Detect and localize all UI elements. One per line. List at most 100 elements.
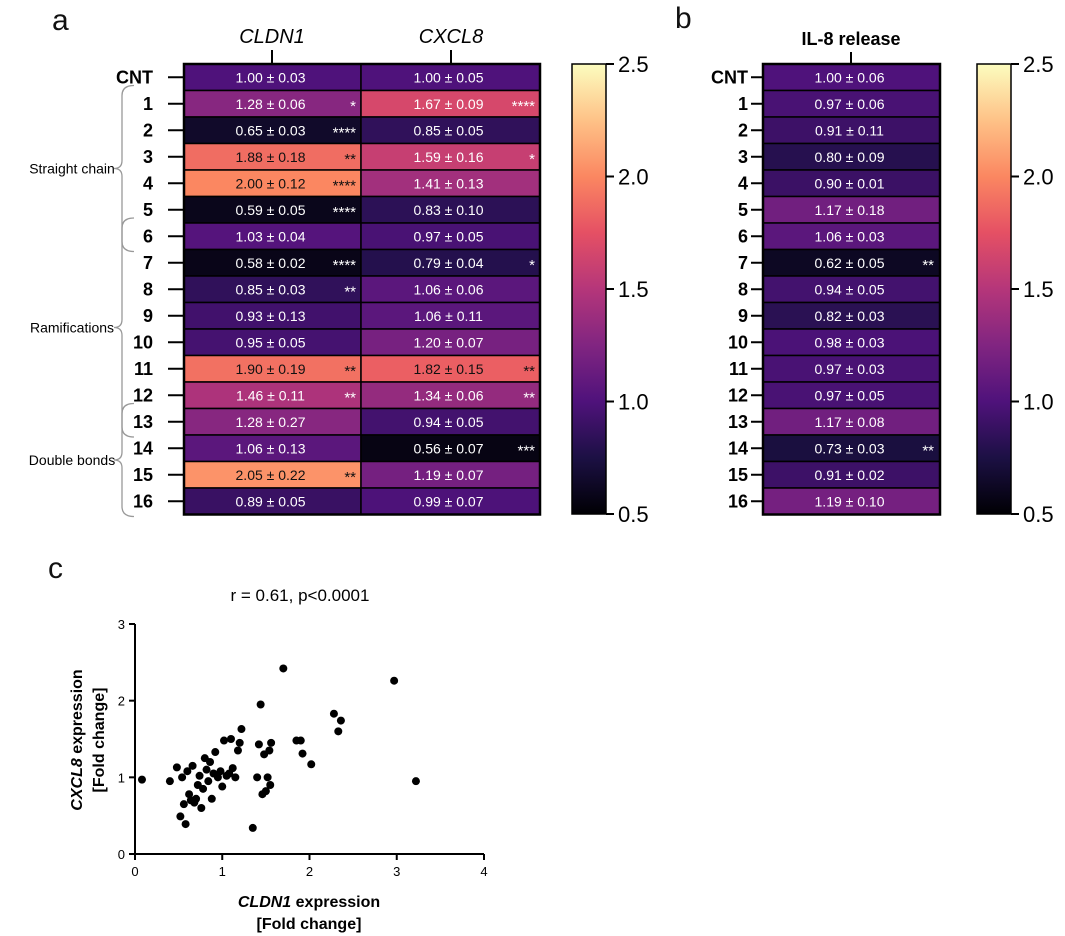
row-label-b: 12 <box>728 385 748 405</box>
cell-value: 1.67 ± 0.09 <box>414 96 484 112</box>
scatter-point <box>218 782 227 791</box>
scatter-point <box>228 764 237 773</box>
x-axis-title: CLDN1 expression <box>238 894 380 911</box>
cell-value: 0.59 ± 0.05 <box>236 202 306 218</box>
scatter-point <box>179 800 188 809</box>
row-label-a: 13 <box>133 412 153 432</box>
group-bracket <box>113 402 135 518</box>
scatter-point <box>199 784 208 793</box>
colorbar-tick-label: 2.0 <box>618 165 649 190</box>
scatter-point <box>211 748 220 757</box>
row-label-a: 7 <box>143 253 153 273</box>
cell-value: 2.00 ± 0.12 <box>236 175 306 191</box>
significance-marker: ** <box>344 469 356 486</box>
significance-marker: **** <box>333 204 357 221</box>
colorbar-b: 2.5 2.0 1.5 1.0 0.5 <box>976 52 1054 527</box>
significance-marker: ** <box>523 389 535 406</box>
scatter-point <box>204 777 213 786</box>
scatter-point <box>254 740 263 749</box>
row-label-a: 6 <box>143 226 153 246</box>
scatter-point <box>256 700 265 709</box>
cell-value: 0.56 ± 0.07 <box>414 440 484 456</box>
heatmap-cell <box>762 275 941 304</box>
colorbar-tick-label: 2.5 <box>618 52 649 77</box>
row-label-a: CNT <box>116 67 153 87</box>
heatmap-b: IL-8 release CNT 1.00 ± 0.06 1 0.97 ± 0.06 2… <box>711 29 942 516</box>
scatter-point <box>298 749 307 758</box>
heatmap-cell <box>762 248 941 277</box>
cell-value: 0.89 ± 0.05 <box>236 493 306 509</box>
row-label-a: 5 <box>143 200 153 220</box>
significance-marker: ** <box>344 151 356 168</box>
significance-marker: * <box>350 98 356 115</box>
scatter-point <box>172 763 181 772</box>
colorbar-tick-label: 0.5 <box>1023 502 1054 527</box>
cell-value: 0.97 ± 0.06 <box>815 96 885 112</box>
cell-value: 1.20 ± 0.07 <box>414 334 484 350</box>
cell-value: 1.06 ± 0.13 <box>236 440 306 456</box>
y-tick-label: 3 <box>118 617 125 632</box>
colorbar-tick-label: 2.0 <box>1023 165 1054 190</box>
row-label-b: 6 <box>738 226 748 246</box>
scatter-point <box>390 676 399 685</box>
scatter-point <box>226 735 235 743</box>
cell-value: 0.98 ± 0.03 <box>815 334 885 350</box>
cell-value: 1.19 ± 0.07 <box>414 467 484 483</box>
heatmap-cell <box>183 89 362 118</box>
cell-value: 0.97 ± 0.05 <box>414 228 484 244</box>
cell-value: 0.91 ± 0.11 <box>815 122 884 138</box>
heatmap-cell <box>360 487 541 516</box>
heatmap-cell <box>762 381 941 410</box>
row-label-a: 2 <box>143 120 153 140</box>
scatter-point <box>279 664 288 673</box>
scatter-point <box>307 760 316 769</box>
scatter-point <box>185 790 194 799</box>
significance-marker: **** <box>512 98 536 115</box>
x-tick-label: 1 <box>219 864 226 879</box>
row-label-a: 1 <box>143 94 153 114</box>
colorbar-gradient <box>976 63 1012 515</box>
cell-value: 0.85 ± 0.05 <box>414 122 484 138</box>
heatmap-cell <box>183 407 362 436</box>
scatter-point <box>165 777 174 786</box>
scatter-point <box>336 716 345 725</box>
row-label-a: 10 <box>133 332 153 352</box>
colorbar-tick-label: 1.5 <box>618 277 649 302</box>
x-tick-label: 4 <box>480 864 487 879</box>
scatter-point <box>202 765 211 774</box>
colorbar-tick-label: 1.0 <box>618 390 649 415</box>
cell-value: 1.28 ± 0.06 <box>236 96 306 112</box>
scatter-point <box>231 773 240 782</box>
row-label-a: 3 <box>143 147 153 167</box>
row-label-a: 8 <box>143 279 153 299</box>
heatmap-cell <box>183 460 362 489</box>
scatter-point <box>266 781 275 789</box>
group-label: Double bonds <box>29 452 115 468</box>
colorbar-tick-label: 0.5 <box>618 502 649 527</box>
cell-value: 1.17 ± 0.08 <box>815 414 885 430</box>
cell-value: 0.97 ± 0.03 <box>815 361 885 377</box>
heatmap-a-border <box>182 62 542 516</box>
group-bracket <box>113 84 135 253</box>
scatter-point <box>216 767 225 776</box>
scatter-point <box>253 773 262 782</box>
significance-marker: * <box>529 257 535 274</box>
cell-value: 1.00 ± 0.06 <box>815 69 885 85</box>
panel-label-c: c <box>48 552 63 585</box>
scatter-point <box>296 736 305 745</box>
cell-value: 0.82 ± 0.03 <box>815 308 885 324</box>
scatter-point <box>235 738 244 747</box>
cell-value: 1.06 ± 0.11 <box>414 308 483 324</box>
cell-value: 1.17 ± 0.18 <box>815 202 885 218</box>
cell-value: 0.73 ± 0.03 <box>815 440 885 456</box>
colorbar-tick-label: 1.0 <box>1023 390 1054 415</box>
row-label-b: 4 <box>738 173 748 193</box>
heatmap-cell <box>183 63 362 92</box>
cell-value: 0.99 ± 0.07 <box>414 493 484 509</box>
scatter-point <box>237 725 246 734</box>
scatter-point <box>183 767 192 776</box>
row-label-b: 15 <box>728 465 748 485</box>
row-label-b: 10 <box>728 332 748 352</box>
column-header-cxcl8: CXCL8 <box>419 26 483 48</box>
